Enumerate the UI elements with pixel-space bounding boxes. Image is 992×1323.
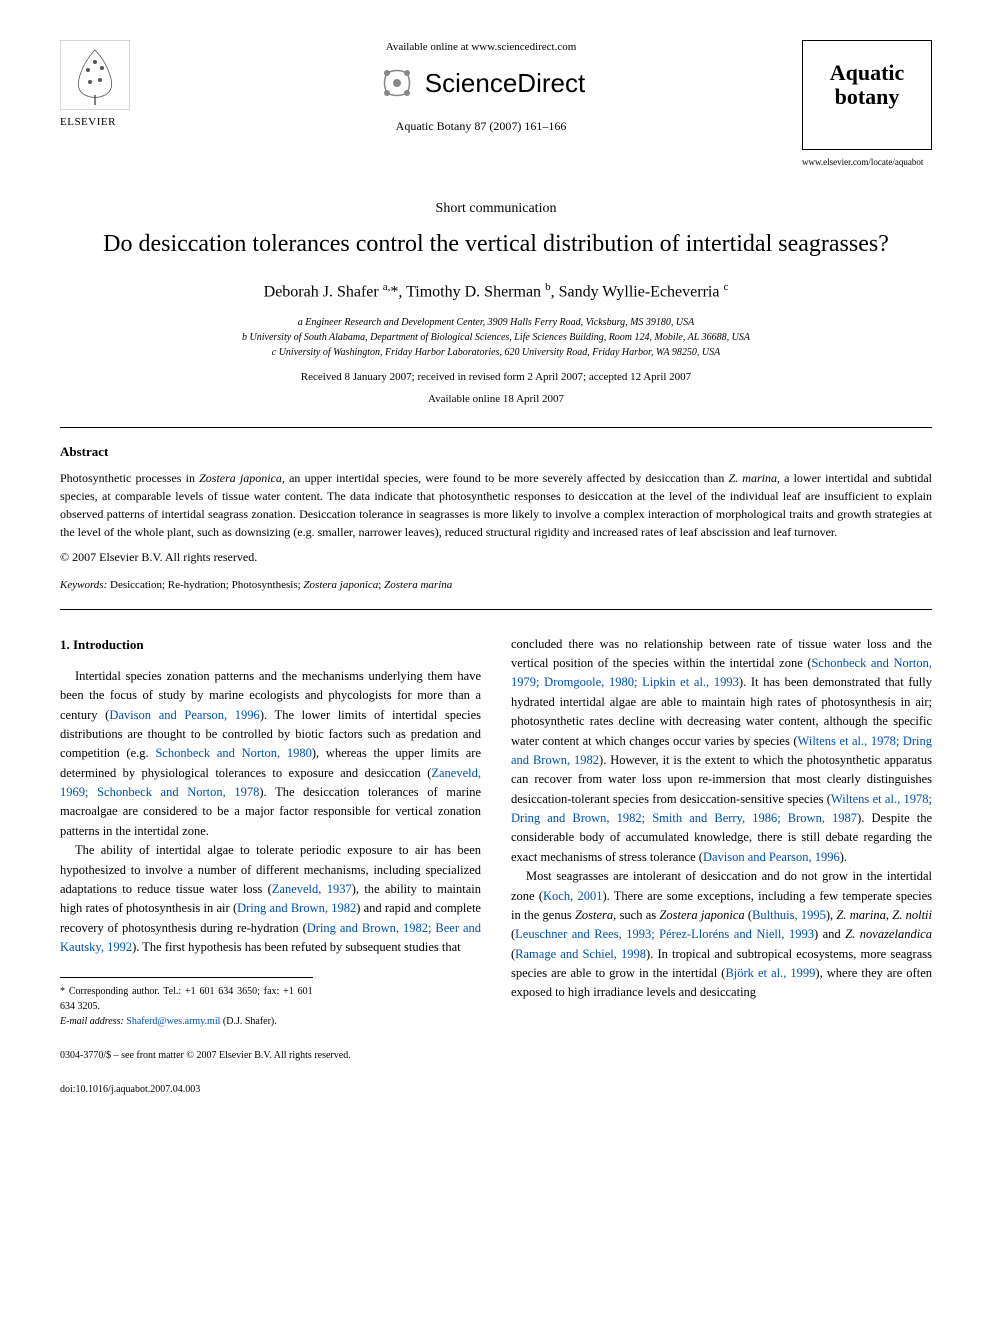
ref-link[interactable]: Davison and Pearson, 1996: [703, 850, 840, 864]
journal-box-title: Aquatic botany: [813, 61, 921, 109]
affiliation-a: a Engineer Research and Development Cent…: [60, 315, 932, 330]
article-online-date: Available online 18 April 2007: [60, 392, 932, 407]
article-title: Do desiccation tolerances control the ve…: [60, 229, 932, 260]
abstract-copyright: © 2007 Elsevier B.V. All rights reserved…: [60, 549, 932, 566]
intro-para-2-cont: concluded there was no relationship betw…: [511, 635, 932, 868]
divider-top: [60, 427, 932, 428]
ref-link[interactable]: Zaneveld, 1937: [272, 882, 352, 896]
abstract-heading: Abstract: [60, 443, 932, 461]
species-name: Z. novazelandica: [845, 927, 932, 941]
journal-homepage-url: www.elsevier.com/locate/aquabot: [802, 156, 932, 169]
ref-link[interactable]: Davison and Pearson, 1996: [109, 708, 259, 722]
sciencedirect-icon: [377, 63, 417, 103]
intro-para-2: The ability of intertidal algae to toler…: [60, 841, 481, 957]
journal-cover-box: Aquatic botany: [802, 40, 932, 150]
affiliations: a Engineer Research and Development Cent…: [60, 315, 932, 360]
footer-copyright: 0304-3770/$ – see front matter © 2007 El…: [60, 1049, 932, 1063]
footer-doi: doi:10.1016/j.aquabot.2007.04.003: [60, 1083, 932, 1097]
keywords-label: Keywords:: [60, 579, 107, 591]
intro-para-3: Most seagrasses are intolerant of desicc…: [511, 867, 932, 1003]
affiliation-c: c University of Washington, Friday Harbo…: [60, 345, 932, 360]
sciencedirect-logo-row: ScienceDirect: [377, 63, 585, 103]
body-column-left: 1. Introduction Intertidal species zonat…: [60, 635, 481, 1030]
abstract-text: Photosynthetic processes in Zostera japo…: [60, 469, 932, 541]
section-heading-intro: 1. Introduction: [60, 635, 481, 655]
corr-author-email-line: E-mail address: Shaferd@wes.army.mil (D.…: [60, 1014, 313, 1029]
ref-link[interactable]: Bulthuis, 1995: [752, 908, 826, 922]
header-row: ELSEVIER Available online at www.science…: [60, 40, 932, 169]
article-dates: Received 8 January 2007; received in rev…: [60, 370, 932, 385]
body-column-right: concluded there was no relationship betw…: [511, 635, 932, 1030]
sciencedirect-text: ScienceDirect: [425, 65, 585, 101]
species-name: Zostera: [575, 908, 613, 922]
publisher-name: ELSEVIER: [60, 115, 160, 130]
species-name: Z. noltii: [892, 908, 932, 922]
author-1: Deborah J. Shafer: [264, 283, 379, 300]
header-center: Available online at www.sciencedirect.co…: [160, 40, 802, 135]
author-2: Timothy D. Sherman: [406, 283, 541, 300]
journal-box-wrapper: Aquatic botany www.elsevier.com/locate/a…: [802, 40, 932, 169]
authors-line: Deborah J. Shafer a,*, Timothy D. Sherma…: [60, 280, 932, 304]
available-online-text: Available online at www.sciencedirect.co…: [180, 40, 782, 55]
author-3-aff: c: [723, 281, 728, 293]
keywords-text: Desiccation; Re-hydration; Photosynthesi…: [107, 579, 452, 591]
author-1-aff: a,: [383, 281, 391, 293]
email-link[interactable]: Shaferd@wes.army.mil: [126, 1016, 220, 1027]
email-name: (D.J. Shafer).: [220, 1016, 276, 1027]
article-type: Short communication: [60, 199, 932, 219]
keywords-line: Keywords: Desiccation; Re-hydration; Pho…: [60, 578, 932, 593]
species-name: Z. marina: [836, 908, 885, 922]
intro-para-1: Intertidal species zonation patterns and…: [60, 667, 481, 841]
author-2-aff: b: [545, 281, 551, 293]
affiliation-b: b University of South Alabama, Departmen…: [60, 330, 932, 345]
ref-link[interactable]: Björk et al., 1999: [725, 966, 815, 980]
body-columns: 1. Introduction Intertidal species zonat…: [60, 635, 932, 1030]
journal-reference: Aquatic Botany 87 (2007) 161–166: [180, 118, 782, 135]
ref-link[interactable]: Schonbeck and Norton, 1980: [155, 746, 312, 760]
publisher-block: ELSEVIER: [60, 40, 160, 131]
email-label: E-mail address:: [60, 1016, 124, 1027]
ref-link[interactable]: Koch, 2001: [543, 889, 602, 903]
corr-author-tel: * Corresponding author. Tel.: +1 601 634…: [60, 984, 313, 1014]
elsevier-tree-logo: [60, 40, 130, 110]
species-name: Zostera japonica: [659, 908, 744, 922]
corresponding-author-block: * Corresponding author. Tel.: +1 601 634…: [60, 977, 313, 1029]
ref-link[interactable]: Leuschner and Rees, 1993; Pérez-Lloréns …: [515, 927, 814, 941]
ref-link[interactable]: Ramage and Schiel, 1998: [515, 947, 646, 961]
author-3: Sandy Wyllie-Echeverria: [559, 283, 720, 300]
divider-bottom: [60, 609, 932, 610]
ref-link[interactable]: Dring and Brown, 1982: [237, 901, 356, 915]
